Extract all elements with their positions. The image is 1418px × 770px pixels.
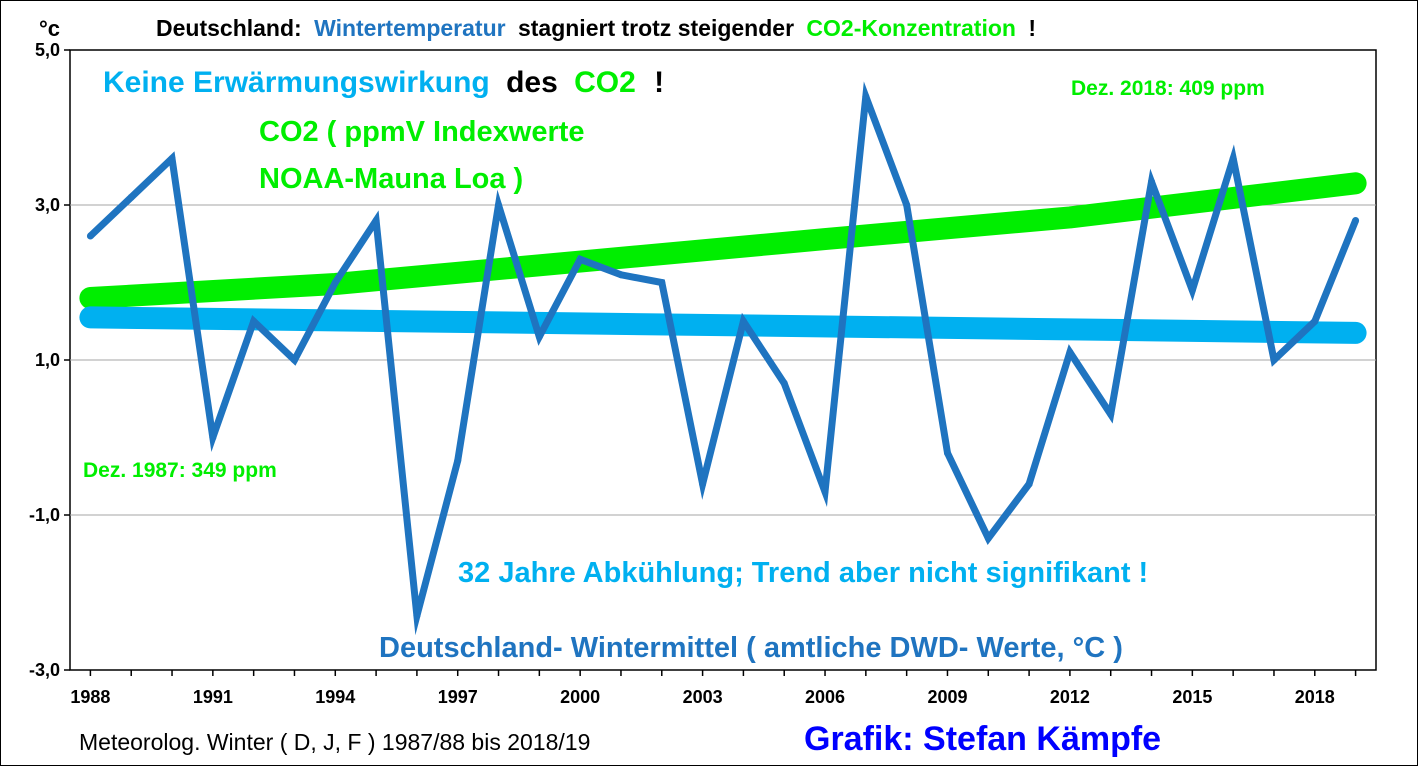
temperature-point <box>168 155 176 162</box>
x-tick-label: 2000 <box>560 687 600 707</box>
x-tick-label: 2015 <box>1172 687 1212 707</box>
temperature-point <box>413 612 421 620</box>
temperature-series-line <box>87 81 1359 636</box>
y-tick-label: 1,0 <box>35 350 60 370</box>
temperature-point <box>290 356 298 364</box>
temperature-point <box>1352 217 1360 224</box>
series-note: Deutschland- Wintermittel ( amtliche DWD… <box>379 632 1123 664</box>
x-tick-label: 2018 <box>1295 687 1335 707</box>
temperature-point <box>658 279 666 286</box>
x-tick-label: 2012 <box>1050 687 1090 707</box>
x-tick-label: 1988 <box>70 687 110 707</box>
temperature-point <box>1188 286 1196 294</box>
headline-part-a: Keine Erwärmungswirkung <box>103 66 490 99</box>
temperature-point <box>331 279 339 286</box>
temperature-point <box>780 379 788 387</box>
temperature-point <box>495 201 503 209</box>
temperature-point <box>1311 317 1319 325</box>
temperature-point <box>617 271 625 279</box>
temperature-point <box>250 317 258 325</box>
temperature-point <box>903 201 911 209</box>
temperature-points <box>86 93 1360 620</box>
trend-note: 32 Jahre Abkühlung; Trend aber nicht sig… <box>458 557 1148 589</box>
x-tick-label: 2003 <box>683 687 723 707</box>
x-tick-label: 1997 <box>438 687 478 707</box>
y-axis-ticks: 5,0 3,0 1,0 -1,0 -3,0 <box>29 40 70 680</box>
x-tick-label: 1991 <box>193 687 233 707</box>
temperature-point <box>1270 356 1278 364</box>
temperature-point <box>1107 410 1115 418</box>
headline-part-c: CO2 <box>574 66 636 99</box>
temperature-point <box>1229 155 1237 162</box>
temperature-point <box>699 480 707 488</box>
title-part-3: stagniert trotz steigender <box>518 15 794 41</box>
temperature-point <box>1148 178 1156 186</box>
y-unit-label: °c <box>39 16 60 41</box>
co2-label-line-2: NOAA-Mauna Loa ) <box>259 163 523 195</box>
trend-series-line <box>79 306 1367 344</box>
co2-start-annotation: Dez. 1987: 349 ppm <box>83 459 277 482</box>
temperature-point <box>454 457 462 465</box>
headline-part-d: ! <box>654 66 664 99</box>
headline-annotation: Keine Erwärmungswirkung des CO2 ! <box>103 66 664 99</box>
y-tick-label: 3,0 <box>35 195 60 215</box>
temperature-point <box>127 193 135 201</box>
y-tick-label: 5,0 <box>35 40 60 60</box>
temperature-point <box>1025 480 1033 488</box>
temperature-point <box>984 534 992 542</box>
temperature-point <box>535 333 543 341</box>
temperature-point <box>821 488 829 496</box>
x-tick-label: 2009 <box>927 687 967 707</box>
credit-label: Grafik: Stefan Kämpfe <box>804 720 1161 758</box>
temperature-point <box>86 232 94 240</box>
co2-series-line <box>79 172 1367 309</box>
temperature-point <box>209 434 217 441</box>
co2-label-line-1: CO2 ( ppmV Indexwerte <box>259 116 585 148</box>
title-part-2: Wintertemperatur <box>314 15 506 41</box>
headline-part-b: des <box>506 66 558 99</box>
title-part-5: ! <box>1028 15 1036 41</box>
title-part-4: CO2-Konzentration <box>806 15 1016 41</box>
temperature-point <box>576 255 584 263</box>
x-axis-ticks: 1988 1991 1994 1997 2000 2003 2006 2009 2012 2015… <box>70 670 1357 707</box>
x-tick-label: 1994 <box>315 687 355 707</box>
temperature-point <box>943 449 951 457</box>
y-tick-label: -1,0 <box>29 505 60 525</box>
y-tick-label: -3,0 <box>29 660 60 680</box>
x-tick-label: 2006 <box>805 687 845 707</box>
temperature-point <box>739 317 747 325</box>
period-label: Meteorolog. Winter ( D, J, F ) 1987/88 b… <box>79 729 590 755</box>
temperature-point <box>1066 348 1074 356</box>
temperature-point <box>372 217 380 224</box>
title-part-1: Deutschland: <box>156 15 302 41</box>
chart-title: Deutschland: Wintertemperatur stagniert … <box>156 15 1036 41</box>
temperature-point <box>862 93 870 100</box>
co2-end-annotation: Dez. 2018: 409 ppm <box>1071 77 1265 100</box>
